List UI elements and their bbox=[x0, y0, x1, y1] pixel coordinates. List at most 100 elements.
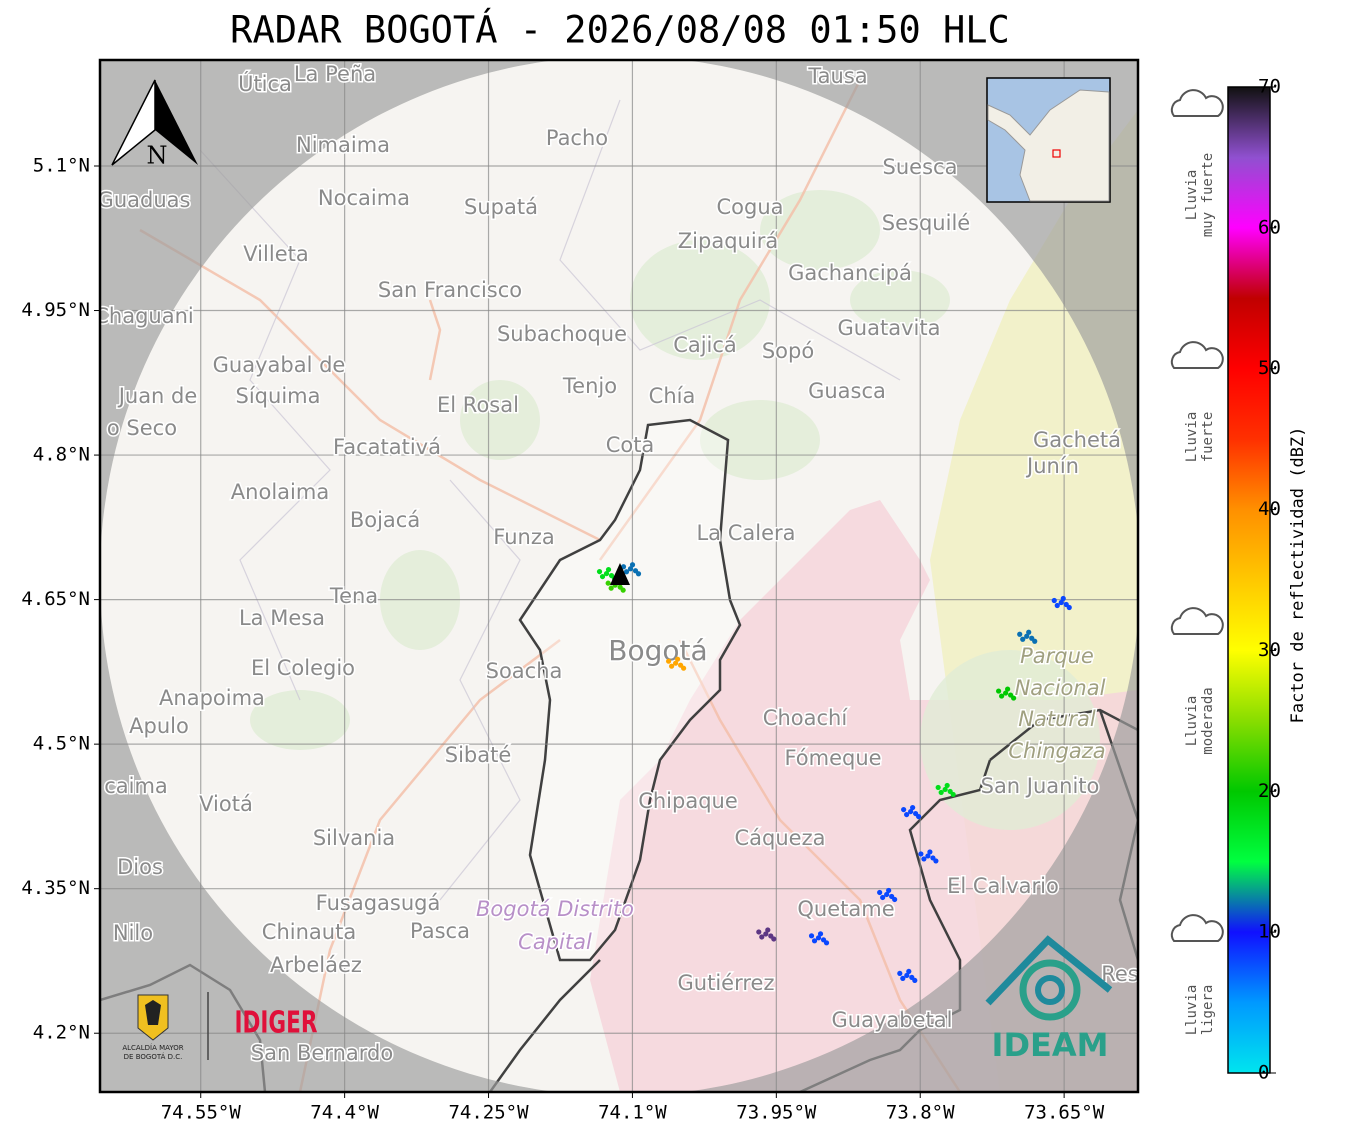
place-label: Chipaque bbox=[638, 789, 738, 813]
place-label: Soacha bbox=[486, 659, 563, 683]
radar-echo bbox=[912, 977, 918, 984]
radar-echo bbox=[666, 658, 672, 664]
radar-echo bbox=[901, 806, 907, 813]
place-label: Res bbox=[1101, 962, 1139, 986]
radar-echo bbox=[925, 853, 931, 859]
colorbar-tick-label: 30 bbox=[1258, 639, 1281, 661]
place-label: caima bbox=[104, 774, 168, 798]
rain-icon bbox=[1170, 89, 1224, 117]
x-tick-label: 74.1°W bbox=[598, 1102, 667, 1124]
rain-icon bbox=[1170, 914, 1224, 942]
colorbar-tick-label: 20 bbox=[1258, 780, 1281, 802]
radar-echo bbox=[942, 786, 948, 793]
rain-icon bbox=[1170, 607, 1224, 635]
radar-echo bbox=[1032, 638, 1038, 644]
radar-echo bbox=[629, 562, 636, 568]
place-label: Zipaquirá bbox=[678, 229, 778, 253]
place-label: Nocaima bbox=[318, 186, 410, 210]
radar-echo bbox=[908, 808, 914, 815]
colorbar-tick-label: 50 bbox=[1258, 357, 1281, 379]
place-label: Gutiérrez bbox=[678, 971, 775, 995]
radar-echo bbox=[765, 927, 771, 933]
place-label: Anolaima bbox=[231, 480, 329, 504]
place-label: La Peña bbox=[294, 62, 376, 86]
rain-legend-label: Lluvia bbox=[1184, 170, 1200, 221]
radar-echo bbox=[884, 891, 890, 898]
rain-legend-label: muy fuerte bbox=[1200, 153, 1216, 237]
place-label: o Seco bbox=[107, 416, 177, 440]
radar-echo bbox=[808, 933, 815, 939]
radar-echo bbox=[763, 931, 769, 937]
place-label: Gachetá bbox=[1033, 428, 1121, 452]
radar-echo bbox=[918, 851, 924, 857]
title: RADAR BOGOTÁ - 2026/08/08 01:50 HLC bbox=[230, 8, 1010, 52]
place-label: Suesca bbox=[883, 155, 958, 179]
place-label: Junín bbox=[1025, 454, 1079, 478]
place-label: Villeta bbox=[243, 242, 308, 266]
place-label: Cajicá bbox=[673, 333, 737, 357]
radar-echo bbox=[823, 940, 830, 946]
radar-echo bbox=[1020, 636, 1026, 642]
y-tick-label: 4.95°N bbox=[21, 299, 90, 321]
place-label: La Calera bbox=[696, 521, 795, 545]
colorbar-tick-label: 0 bbox=[1258, 1062, 1269, 1084]
place-label: Juan de bbox=[117, 384, 198, 408]
radar-echo bbox=[906, 968, 912, 975]
place-label: Útica bbox=[238, 71, 292, 96]
place-label: El Colegio bbox=[251, 656, 355, 680]
north-arrow: N bbox=[111, 79, 198, 170]
place-label: Síquima bbox=[236, 384, 321, 408]
radar-echo bbox=[944, 782, 950, 789]
y-tick-label: 4.2°N bbox=[33, 1022, 90, 1044]
radar-echo bbox=[605, 580, 611, 586]
radar-echo bbox=[927, 849, 933, 855]
colorbar-tick-label: 60 bbox=[1258, 216, 1281, 238]
radar-echo bbox=[910, 804, 916, 811]
place-label: Nilo bbox=[113, 921, 153, 945]
map-frame bbox=[98, 58, 1140, 1094]
y-tick-label: 4.8°N bbox=[33, 444, 90, 466]
radar-echo bbox=[877, 889, 883, 896]
radar-echo bbox=[996, 688, 1002, 694]
radar-echo bbox=[605, 566, 612, 573]
radar-echo bbox=[771, 936, 777, 942]
radar-echo bbox=[596, 568, 603, 575]
y-tick-label: 4.35°N bbox=[21, 877, 90, 899]
y-tick-label: 4.5°N bbox=[33, 733, 90, 755]
place-label: Gachancipá bbox=[788, 261, 912, 285]
radar-echo bbox=[1026, 629, 1032, 635]
radar-echo bbox=[999, 693, 1005, 699]
place-label: La Mesa bbox=[239, 606, 325, 630]
rain-legend-label: moderada bbox=[1200, 687, 1216, 754]
place-label: San Bernardo bbox=[251, 1041, 393, 1065]
place-label: Guayabal de bbox=[213, 353, 346, 377]
radar-echo bbox=[1060, 595, 1066, 602]
radar-echo bbox=[669, 663, 675, 669]
place-label: Guasca bbox=[808, 379, 886, 403]
map-area: Útica La Peña Tausa Pacho Nimaima Guaduas Noca… bbox=[94, 60, 1139, 1092]
place-label: San Juanito bbox=[981, 774, 1100, 798]
radar-echo bbox=[623, 569, 630, 575]
radar-echo bbox=[756, 929, 762, 935]
radar-echo bbox=[1066, 604, 1072, 611]
y-tick-label: 5.1°N bbox=[33, 154, 90, 176]
x-tick-label: 74.4°W bbox=[310, 1102, 379, 1124]
place-label: Cogua bbox=[716, 195, 783, 219]
place-label: Chaguani bbox=[94, 304, 194, 328]
place-labels: Útica La Peña Tausa Pacho Nimaima Guaduas Noca… bbox=[94, 61, 1139, 1067]
rain-legend-label: fuerte bbox=[1200, 412, 1216, 463]
radar-echo bbox=[950, 791, 956, 798]
place-label: Guayabetal bbox=[832, 1008, 953, 1032]
place-label: Sopó bbox=[762, 339, 814, 363]
place-label: Chinauta bbox=[262, 920, 356, 944]
radar-echo bbox=[759, 934, 765, 940]
place-label: Sesquilé bbox=[882, 211, 970, 235]
radar-site bbox=[610, 563, 630, 585]
radar-echoes bbox=[596, 562, 1072, 984]
rain-legend-label: Lluvia bbox=[1184, 412, 1200, 463]
ideam-logo: IDEAM bbox=[985, 935, 1113, 1064]
place-label: Viotá bbox=[199, 792, 253, 816]
radar-echo bbox=[900, 975, 906, 982]
place-label: Bogotá bbox=[608, 634, 707, 667]
